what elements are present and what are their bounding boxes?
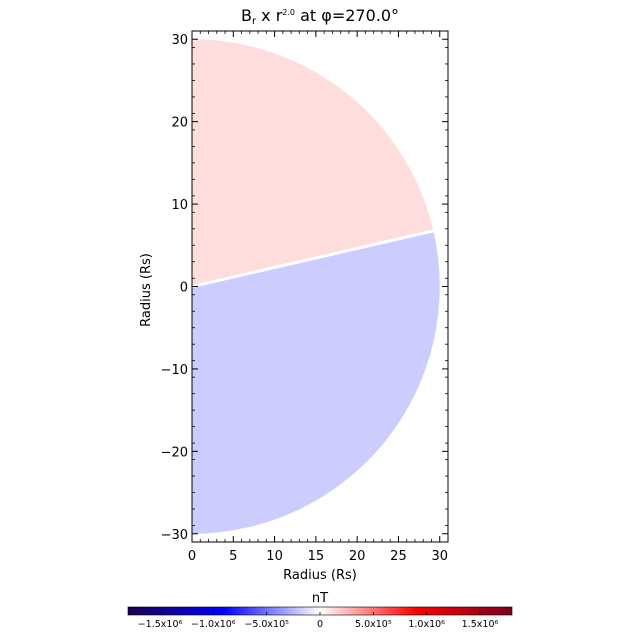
colorbar-tick-label: 1.5x10⁶	[462, 619, 499, 630]
colorbar-tick-label: −5.0x10⁵	[244, 619, 289, 630]
colorbar-tick-label: −1.0x10⁶	[191, 619, 236, 630]
x-axis-label: Radius (Rs)	[283, 568, 357, 583]
x-tick-label: 10	[266, 549, 283, 564]
y-axis-label: Radius (Rs)	[139, 253, 154, 327]
tick-layer: 0 5 10 15 20 25 30 −30 −20 −10 0 10 20 30	[161, 30, 449, 564]
y-tick-label: 20	[171, 116, 188, 131]
y-tick-label: 0	[180, 281, 188, 296]
current-sheet	[192, 229, 434, 288]
colorbar-tick-label: 5.0x10⁵	[355, 619, 392, 630]
x-tick-label: 20	[349, 549, 366, 564]
y-tick-label: 30	[171, 33, 188, 48]
colorbar-ticks: −1.5x10⁶ −1.0x10⁶ −5.0x10⁵ 0 5.0x10⁵ 1.0x10⁶ 1…	[138, 612, 499, 630]
field-layer	[192, 39, 440, 534]
y-tick-label: −20	[161, 445, 188, 460]
y-tick-label: 10	[171, 198, 188, 213]
x-tick-label: 30	[431, 549, 448, 564]
colorbar-tick-label: 0	[317, 619, 323, 630]
x-tick-label: 5	[229, 549, 237, 564]
positive-sector	[192, 39, 434, 287]
colorbar-tick-label: 1.0x10⁶	[408, 619, 445, 630]
x-tick-label: 0	[188, 549, 196, 564]
chart-title: Br x r2.0 at φ=270.0°	[241, 6, 399, 27]
y-tick-label: −30	[161, 528, 188, 543]
colorbar-label: nT	[312, 591, 328, 606]
y-tick-label: −10	[161, 363, 188, 378]
negative-sector	[192, 230, 440, 534]
x-tick-label: 25	[390, 549, 407, 564]
colorbar-tick-label: −1.5x10⁶	[138, 619, 183, 630]
x-tick-label: 15	[308, 549, 325, 564]
